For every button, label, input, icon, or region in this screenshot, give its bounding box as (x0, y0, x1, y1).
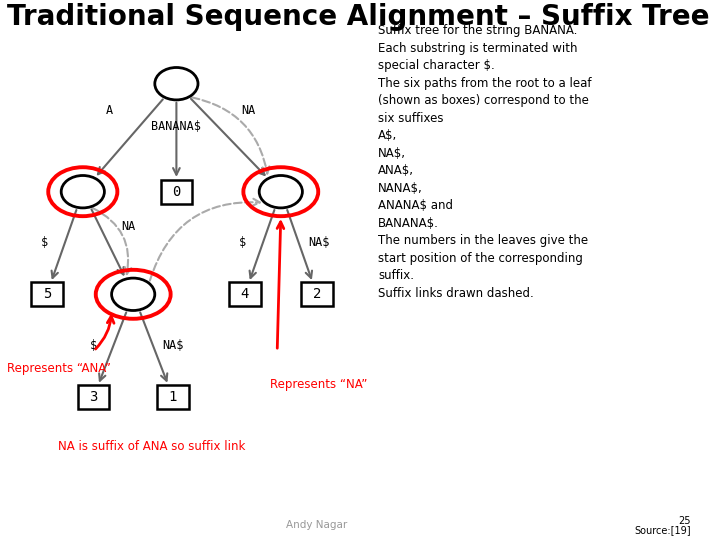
Text: NA$: NA$ (163, 339, 184, 352)
Text: NA: NA (242, 104, 256, 117)
Text: 0: 0 (172, 185, 181, 199)
Text: 3: 3 (89, 390, 98, 404)
Text: 2: 2 (312, 287, 321, 301)
Text: 5: 5 (42, 287, 51, 301)
FancyBboxPatch shape (157, 385, 189, 409)
Text: Represents “ANA”: Represents “ANA” (7, 362, 111, 375)
Text: 1: 1 (168, 390, 177, 404)
Text: Represents “NA”: Represents “NA” (270, 378, 367, 391)
Circle shape (112, 278, 155, 310)
Text: Suffix tree for the string BANANA.
Each substring is terminated with
special cha: Suffix tree for the string BANANA. Each … (378, 24, 592, 300)
FancyBboxPatch shape (78, 385, 109, 409)
FancyBboxPatch shape (161, 180, 192, 204)
Text: 25: 25 (679, 516, 691, 526)
FancyBboxPatch shape (301, 282, 333, 306)
FancyBboxPatch shape (31, 282, 63, 306)
Circle shape (61, 176, 104, 208)
Text: $: $ (90, 339, 96, 352)
Text: NA: NA (121, 220, 135, 233)
Circle shape (155, 68, 198, 100)
Text: Source:[19]: Source:[19] (634, 524, 691, 535)
Text: NA$: NA$ (308, 237, 330, 249)
Text: BANANA$: BANANA$ (151, 120, 202, 133)
Text: NA is suffix of ANA so suffix link: NA is suffix of ANA so suffix link (58, 440, 245, 453)
Text: A: A (106, 104, 113, 117)
Text: $: $ (239, 237, 246, 249)
Text: Andy Nagar: Andy Nagar (286, 520, 348, 530)
FancyBboxPatch shape (229, 282, 261, 306)
Text: 4: 4 (240, 287, 249, 301)
Text: $: $ (41, 237, 48, 249)
Circle shape (259, 176, 302, 208)
Text: Traditional Sequence Alignment – Suffix Tree: Traditional Sequence Alignment – Suffix … (7, 3, 710, 31)
